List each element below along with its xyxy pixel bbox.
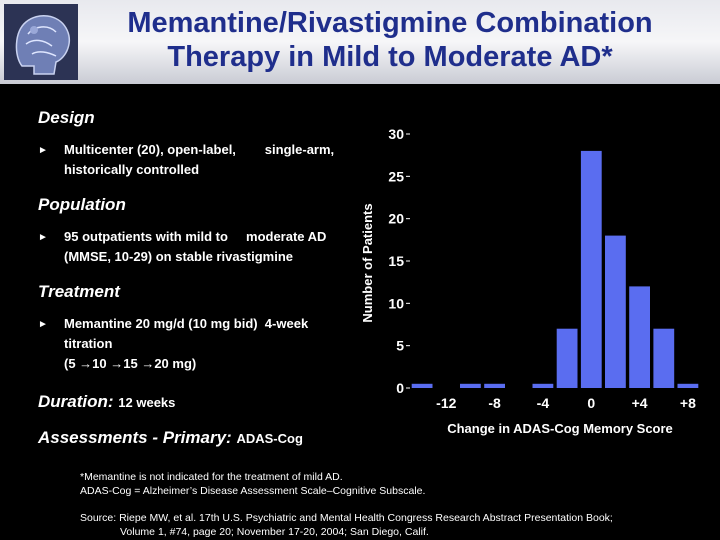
footnotes: *Memantine is not indicated for the trea… — [80, 470, 425, 498]
histogram-chart: 0 5 10 15 20 25 30 -12 -8 -4 0 +4 +8 Number of Pati… — [360, 126, 699, 436]
header-band: Memantine/Rivastigmine Combination Thera… — [0, 0, 720, 84]
y-axis-label: Number of Patients — [360, 203, 375, 322]
histogram-bar — [605, 235, 626, 388]
footnote-line-1: *Memantine is not indicated for the trea… — [80, 471, 343, 483]
footnote-line-2: ADAS-Cog = Alzheimer’s Disease Assessmen… — [80, 485, 426, 497]
histogram-bar — [677, 383, 699, 388]
x-tick-label: -12 — [436, 395, 456, 411]
y-tick-label: 5 — [396, 338, 404, 354]
population-line-1: 95 outpatients with mild to moderate AD — [64, 229, 327, 244]
x-tick-label: +4 — [632, 395, 648, 411]
design-heading: Design — [38, 108, 95, 127]
treatment-line-1: Memantine 20 mg/d (10 mg bid) 4-week — [64, 316, 309, 331]
histogram-bar — [653, 328, 675, 388]
x-axis-ticks: -12 -8 -4 0 +4 +8 — [436, 395, 696, 411]
assessments-value: ADAS-Cog — [236, 431, 303, 446]
x-tick-label: +8 — [680, 395, 696, 411]
histogram-bar — [460, 383, 481, 388]
treatment-bullet: Memantine 20 mg/d (10 mg bid) 4-week tit… — [64, 314, 308, 374]
histogram-bar — [532, 383, 554, 388]
source-line-2: Volume 1, #74, page 20; November 17-20, … — [120, 526, 429, 538]
design-line-1: Multicenter (20), open-label, single-arm… — [64, 142, 335, 157]
bar-series — [411, 150, 699, 388]
design-line-2: historically controlled — [64, 162, 200, 177]
y-tick-label: 20 — [388, 211, 404, 227]
y-tick-label: 0 — [396, 380, 404, 396]
x-tick-label: -4 — [537, 395, 550, 411]
treatment-heading: Treatment — [38, 282, 120, 301]
population-heading: Population — [38, 195, 126, 214]
design-bullet: Multicenter (20), open-label, single-arm… — [64, 140, 334, 180]
source-citation: Source: Riepe MW, et al. 17th U.S. Psych… — [80, 511, 700, 539]
y-axis-ticks: 0 5 10 15 20 25 30 — [388, 126, 410, 396]
y-tick-label: 25 — [388, 168, 404, 184]
x-tick-label: 0 — [587, 395, 595, 411]
bullet-arrow-icon: ► — [38, 319, 48, 330]
histogram-bar — [411, 383, 433, 388]
title-line-1: Memantine/Rivastigmine Combination — [127, 7, 653, 39]
y-tick-label: 15 — [388, 253, 404, 269]
histogram-bar — [556, 328, 578, 388]
duration-value: 12 weeks — [118, 395, 176, 410]
assessments-label: Assessments - Primary: — [38, 428, 232, 447]
slide-title: Memantine/Rivastigmine Combination Thera… — [80, 6, 700, 74]
brain-head-icon — [4, 4, 78, 80]
x-tick-label: -8 — [488, 395, 501, 411]
x-axis-label: Change in ADAS-Cog Memory Score — [447, 421, 673, 436]
y-tick-label: 30 — [388, 126, 404, 142]
bullet-arrow-icon: ► — [38, 145, 48, 156]
duration-label: Duration: — [38, 392, 114, 411]
duration-line: Duration: 12 weeks — [38, 392, 175, 412]
histogram-bar — [484, 383, 505, 388]
population-line-2: (MMSE, 10-29) on stable rivastigmine — [64, 249, 294, 264]
treatment-line-2: titration — [64, 336, 113, 351]
histogram-bar — [629, 286, 650, 388]
bullet-arrow-icon: ► — [38, 232, 48, 243]
assessments-line: Assessments - Primary: ADAS-Cog — [38, 428, 303, 448]
histogram-bar — [580, 150, 602, 388]
source-line-1: Source: Riepe MW, et al. 17th U.S. Psych… — [80, 512, 613, 524]
title-line-2: Therapy in Mild to Moderate AD* — [167, 41, 613, 73]
y-tick-label: 10 — [388, 295, 404, 311]
population-bullet: 95 outpatients with mild to moderate AD … — [64, 227, 326, 267]
treatment-line-3: (5 →10 →15 →20 mg) — [64, 356, 197, 371]
